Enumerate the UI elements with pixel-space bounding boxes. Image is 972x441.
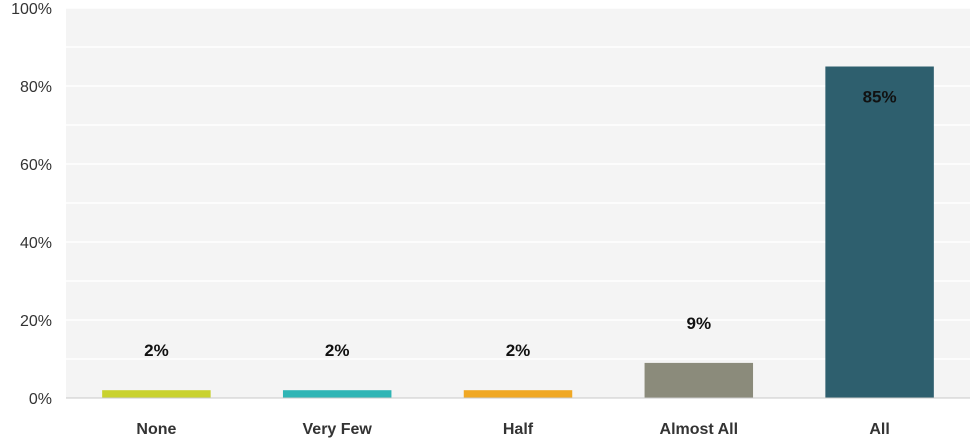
- data-label: 9%: [687, 314, 712, 333]
- data-label: 2%: [506, 341, 531, 360]
- y-tick-label: 60%: [20, 157, 52, 174]
- y-tick-label: 0%: [29, 391, 52, 408]
- bar: [463, 390, 573, 398]
- bar: [825, 66, 934, 398]
- y-tick-label: 80%: [20, 79, 52, 96]
- y-tick-label: 100%: [11, 1, 52, 18]
- data-label: 85%: [863, 88, 897, 107]
- x-tick-label: Almost All: [660, 421, 739, 438]
- data-label: 2%: [325, 341, 350, 360]
- bar: [282, 390, 392, 398]
- y-tick-label: 20%: [20, 313, 52, 330]
- gridlines: [66, 7, 970, 360]
- y-tick-label: 40%: [20, 235, 52, 252]
- data-labels: 2% 2% 2% 9% 85%: [144, 88, 897, 361]
- x-tick-label: All: [869, 421, 889, 438]
- y-axis-ticks: 0% 20% 40% 60% 80% 100%: [11, 1, 52, 408]
- x-tick-label: Half: [503, 421, 534, 438]
- bar: [644, 362, 754, 398]
- bars: [102, 66, 934, 398]
- data-label: 2%: [144, 341, 169, 360]
- bar: [102, 390, 211, 398]
- x-tick-label: None: [136, 421, 176, 438]
- x-axis-labels: None Very Few Half Almost All All: [136, 421, 889, 438]
- x-tick-label: Very Few: [303, 421, 373, 438]
